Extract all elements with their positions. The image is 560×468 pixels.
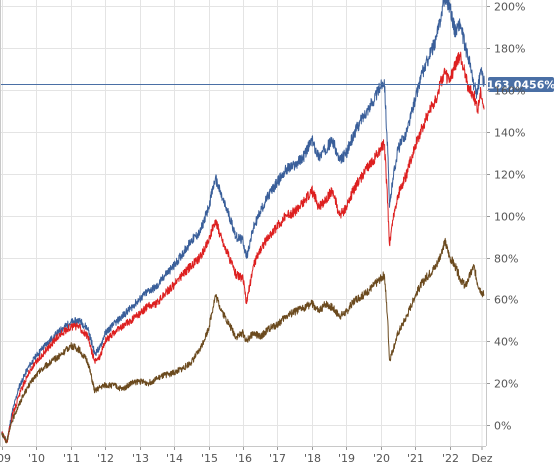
y-tick-label: 80% [494, 253, 518, 266]
y-tick-label: 120% [494, 169, 525, 182]
x-tick-label: '21 [407, 452, 424, 465]
x-tick-label: '09 [0, 452, 11, 465]
y-axis-ticks: 200% 180% 160% 140% 120% 100% 80% 60% 40% 20% 0% [486, 1, 525, 433]
grid-lines [0, 0, 486, 446]
x-tick-label: Dez [471, 452, 492, 465]
x-tick-label: '17 [269, 452, 286, 465]
y-tick-label: 40% [494, 336, 518, 349]
x-tick-label: '15 [201, 452, 218, 465]
x-tick-label: '11 [63, 452, 80, 465]
x-tick-label: '14 [166, 452, 183, 465]
series-line-1 [1, 0, 485, 443]
y-tick-label: 60% [494, 294, 518, 307]
x-tick-label: '22 [442, 452, 459, 465]
series-line-3 [1, 237, 485, 444]
x-tick-label: '16 [235, 452, 252, 465]
x-tick-label: '19 [338, 452, 355, 465]
current-value-marker: 163,0456% [0, 77, 555, 92]
y-tick-label: 140% [494, 127, 525, 140]
current-value-box [488, 77, 554, 92]
x-tick-label: '10 [28, 452, 45, 465]
series-lines [1, 0, 485, 444]
x-axis-ticks: '09 '10 '11 '12 '13 '14 '15 '16 '17 '18 '19 '20 '21 '… [0, 446, 493, 465]
y-tick-label: 160% [494, 85, 525, 98]
current-value-label: 163,0456% [487, 79, 556, 92]
y-tick-label: 180% [494, 43, 525, 56]
y-tick-label: 200% [494, 1, 525, 14]
y-tick-label: 100% [494, 211, 525, 224]
x-tick-label: '18 [304, 452, 321, 465]
x-tick-label: '13 [132, 452, 149, 465]
y-tick-label: 0% [494, 420, 511, 433]
y-tick-label: 20% [494, 378, 518, 391]
x-tick-label: '12 [97, 452, 114, 465]
x-tick-label: '20 [373, 452, 390, 465]
series-line-2 [1, 51, 485, 443]
